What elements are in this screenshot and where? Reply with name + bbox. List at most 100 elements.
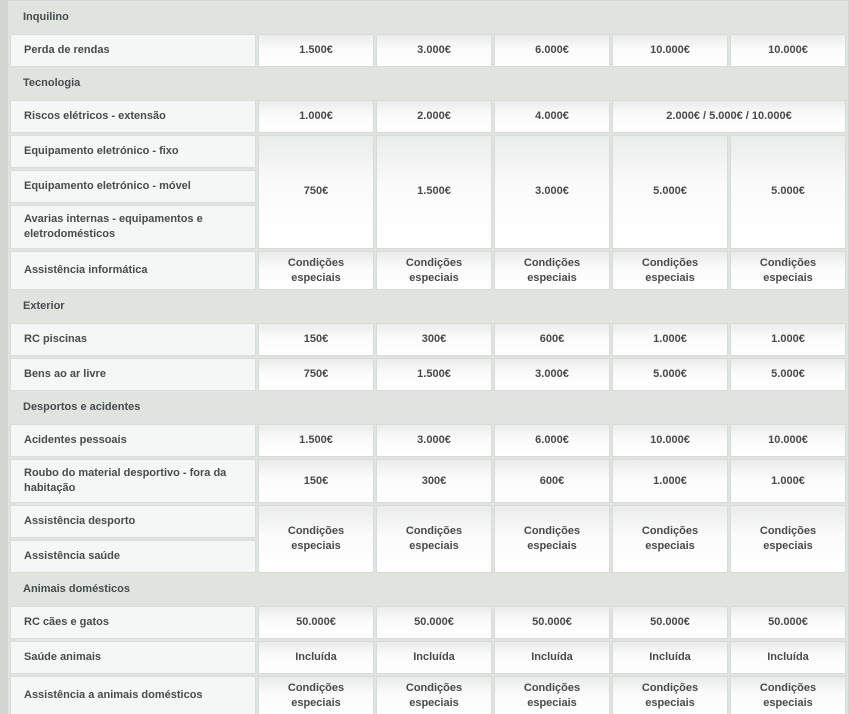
value-cell: Incluída — [376, 641, 492, 675]
table-row: Assistência informática Condições especia… — [10, 250, 846, 291]
value-cell: 10.000€ — [730, 424, 846, 458]
row-label: Bens ao ar livre — [10, 358, 256, 392]
value-cell: Condições especiais — [494, 250, 610, 291]
value-cell: Condições especiais — [376, 676, 492, 714]
value-cell: Incluída — [612, 641, 728, 675]
value-cell: 10.000€ — [730, 34, 846, 67]
table-row: Bens ao ar livre 750€ 1.500€ 3.000€ 5.000€ 5.… — [10, 358, 846, 392]
section-row: Desportos e acidentes — [10, 393, 846, 423]
table-row: Avarias internas - equipamentos e eletro… — [10, 205, 846, 249]
section-row: Tecnologia — [10, 69, 846, 98]
row-label: Assistência saúde — [10, 540, 256, 574]
value-cell: 1.500€ — [376, 358, 492, 392]
value-cell: Condições especiais — [376, 505, 492, 574]
row-label: RC piscinas — [10, 323, 256, 357]
table-row: RC piscinas 150€ 300€ 600€ 1.000€ 1.000€ — [10, 323, 846, 357]
table-row: Assistência desporto Condições especiais C… — [10, 505, 846, 574]
section-row: Inquilino — [10, 3, 846, 32]
value-cell: 150€ — [258, 323, 374, 357]
value-cell: 50.000€ — [258, 606, 374, 640]
row-label: Avarias internas - equipamentos e eletro… — [10, 205, 256, 249]
value-cell: 1.000€ — [258, 100, 374, 133]
table-row: RC cães e gatos 50.000€ 50.000€ 50.000€ 50.0… — [10, 606, 846, 640]
row-label: Equipamento eletrónico - fixo — [10, 135, 256, 168]
value-cell: 750€ — [258, 358, 374, 392]
section-header: Animais domésticos — [10, 575, 846, 605]
value-cell: 6.000€ — [494, 424, 610, 458]
table-row: Saúde animais Incluída Incluída Incluída Inc… — [10, 641, 846, 675]
value-cell: 10.000€ — [612, 34, 728, 67]
table-row: Equipamento eletrónico - móvel — [10, 170, 846, 203]
value-cell: 6.000€ — [494, 34, 610, 67]
value-cell: Condições especiais — [730, 250, 846, 291]
coverage-table: Inquilino Perda de rendas 1.500€ 3.000€ 6.00… — [8, 1, 848, 714]
value-cell: 3.000€ — [376, 424, 492, 458]
value-cell: 3.000€ — [494, 135, 610, 249]
section-header: Desportos e acidentes — [10, 393, 846, 423]
table-row: Perda de rendas 1.500€ 3.000€ 6.000€ 10.000€… — [10, 34, 846, 67]
value-cell: 600€ — [494, 323, 610, 357]
row-label: Assistência informática — [10, 250, 256, 291]
value-cell: 2.000€ / 5.000€ / 10.000€ — [612, 100, 846, 133]
value-cell: Condições especiais — [730, 676, 846, 714]
value-cell: 1.000€ — [730, 323, 846, 357]
value-cell: 1.500€ — [376, 135, 492, 249]
value-cell: 5.000€ — [612, 358, 728, 392]
value-cell: Condições especiais — [612, 676, 728, 714]
table-row: Assistência a animais domésticos Condiçõe… — [10, 676, 846, 714]
value-cell: Condições especiais — [258, 676, 374, 714]
value-cell: Incluída — [258, 641, 374, 675]
value-cell: 3.000€ — [494, 358, 610, 392]
value-cell: 300€ — [376, 459, 492, 504]
value-cell: 50.000€ — [612, 606, 728, 640]
value-cell: 5.000€ — [612, 135, 728, 249]
value-cell: 50.000€ — [730, 606, 846, 640]
table-row: Riscos elétricos - extensão 1.000€ 2.000€ 4… — [10, 100, 846, 133]
value-cell: 1.000€ — [612, 323, 728, 357]
value-cell: Incluída — [730, 641, 846, 675]
value-cell: Condições especiais — [376, 250, 492, 291]
table-row: Equipamento eletrónico - fixo 750€ 1.500€ 3… — [10, 135, 846, 249]
value-cell: 1.000€ — [612, 459, 728, 504]
coverage-table-body: Inquilino Perda de rendas 1.500€ 3.000€ 6.00… — [10, 3, 846, 714]
value-cell: 10.000€ — [612, 424, 728, 458]
value-cell: 4.000€ — [494, 100, 610, 133]
section-row: Animais domésticos — [10, 575, 846, 605]
row-label: Saúde animais — [10, 641, 256, 675]
section-row: Exterior — [10, 292, 846, 322]
row-label: Assistência desporto — [10, 505, 256, 539]
value-cell: 1.000€ — [730, 459, 846, 504]
value-cell: 1.500€ — [258, 34, 374, 67]
value-cell: 50.000€ — [376, 606, 492, 640]
value-cell: Condições especiais — [494, 676, 610, 714]
row-label: Assistência a animais domésticos — [10, 676, 256, 714]
value-cell: Condições especiais — [258, 250, 374, 291]
value-cell: Condições especiais — [494, 505, 610, 574]
value-cell: Condições especiais — [612, 250, 728, 291]
value-cell: Condições especiais — [730, 505, 846, 574]
section-header: Inquilino — [10, 3, 846, 32]
value-cell: 2.000€ — [376, 100, 492, 133]
section-header: Tecnologia — [10, 69, 846, 98]
value-cell: 750€ — [258, 135, 374, 249]
value-cell: 600€ — [494, 459, 610, 504]
value-cell: Incluída — [494, 641, 610, 675]
value-cell: 50.000€ — [494, 606, 610, 640]
row-label: Acidentes pessoais — [10, 424, 256, 458]
value-cell: Condições especiais — [612, 505, 728, 574]
value-cell: 150€ — [258, 459, 374, 504]
value-cell: 5.000€ — [730, 358, 846, 392]
row-label: Equipamento eletrónico - móvel — [10, 170, 256, 203]
value-cell: 1.500€ — [258, 424, 374, 458]
row-label: RC cães e gatos — [10, 606, 256, 640]
row-label: Riscos elétricos - extensão — [10, 100, 256, 133]
row-label: Roubo do material desportivo - fora da h… — [10, 459, 256, 504]
table-row: Acidentes pessoais 1.500€ 3.000€ 6.000€ 10.0… — [10, 424, 846, 458]
value-cell: 300€ — [376, 323, 492, 357]
section-header: Exterior — [10, 292, 846, 322]
value-cell: 3.000€ — [376, 34, 492, 67]
value-cell: Condições especiais — [258, 505, 374, 574]
value-cell: 5.000€ — [730, 135, 846, 249]
table-row: Roubo do material desportivo - fora da h… — [10, 459, 846, 504]
